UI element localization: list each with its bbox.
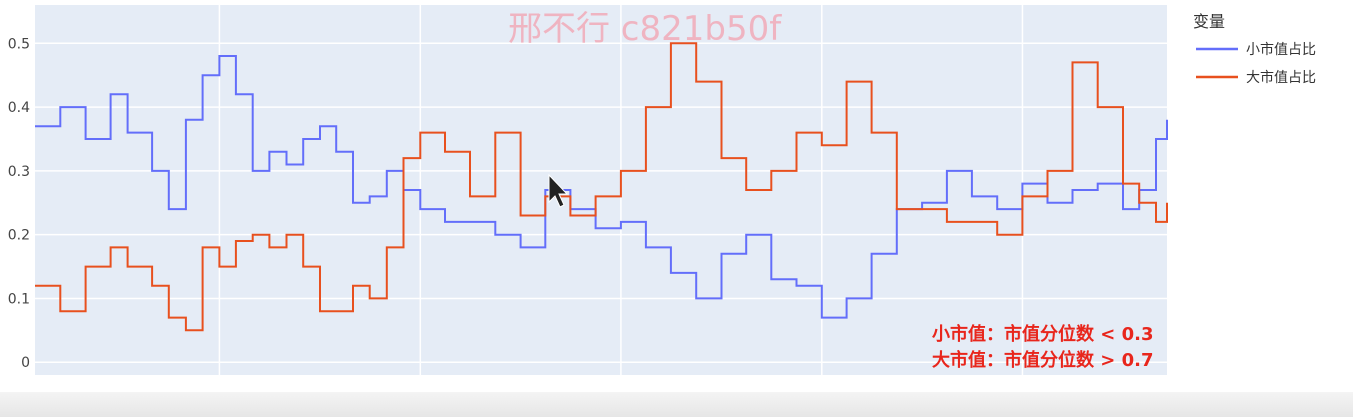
bottom-bar: [0, 392, 1353, 417]
y-tick-label: 0.2: [8, 228, 30, 244]
y-tick-label: 0.5: [8, 36, 30, 52]
grid-lines: [35, 5, 1167, 375]
y-tick-label: 0.3: [8, 164, 30, 180]
legend-title: 变量: [1193, 12, 1225, 31]
y-tick-label: 0.1: [8, 291, 30, 307]
legend-label-large-cap[interactable]: 大市值占比: [1246, 69, 1316, 86]
annotation-small-cap: 小市值：市值分位数 < 0.3: [932, 323, 1154, 345]
y-tick-label: 0.4: [8, 100, 30, 116]
watermark-text: 邢不行 c821b50f: [508, 9, 782, 49]
annotation-large-cap: 大市值：市值分位数 > 0.7: [932, 349, 1154, 371]
plot-area: [35, 5, 1167, 375]
series-line-large-cap: [35, 42, 1168, 332]
mouse-cursor-icon: [548, 173, 569, 208]
legend-label-small-cap[interactable]: 小市值占比: [1246, 41, 1316, 58]
y-axis-ticks: 0 0.1 0.2 0.3 0.4 0.5: [8, 36, 30, 371]
y-tick-label: 0: [21, 355, 30, 371]
legend[interactable]: 变量 小市值占比 大市值占比: [1193, 12, 1316, 86]
